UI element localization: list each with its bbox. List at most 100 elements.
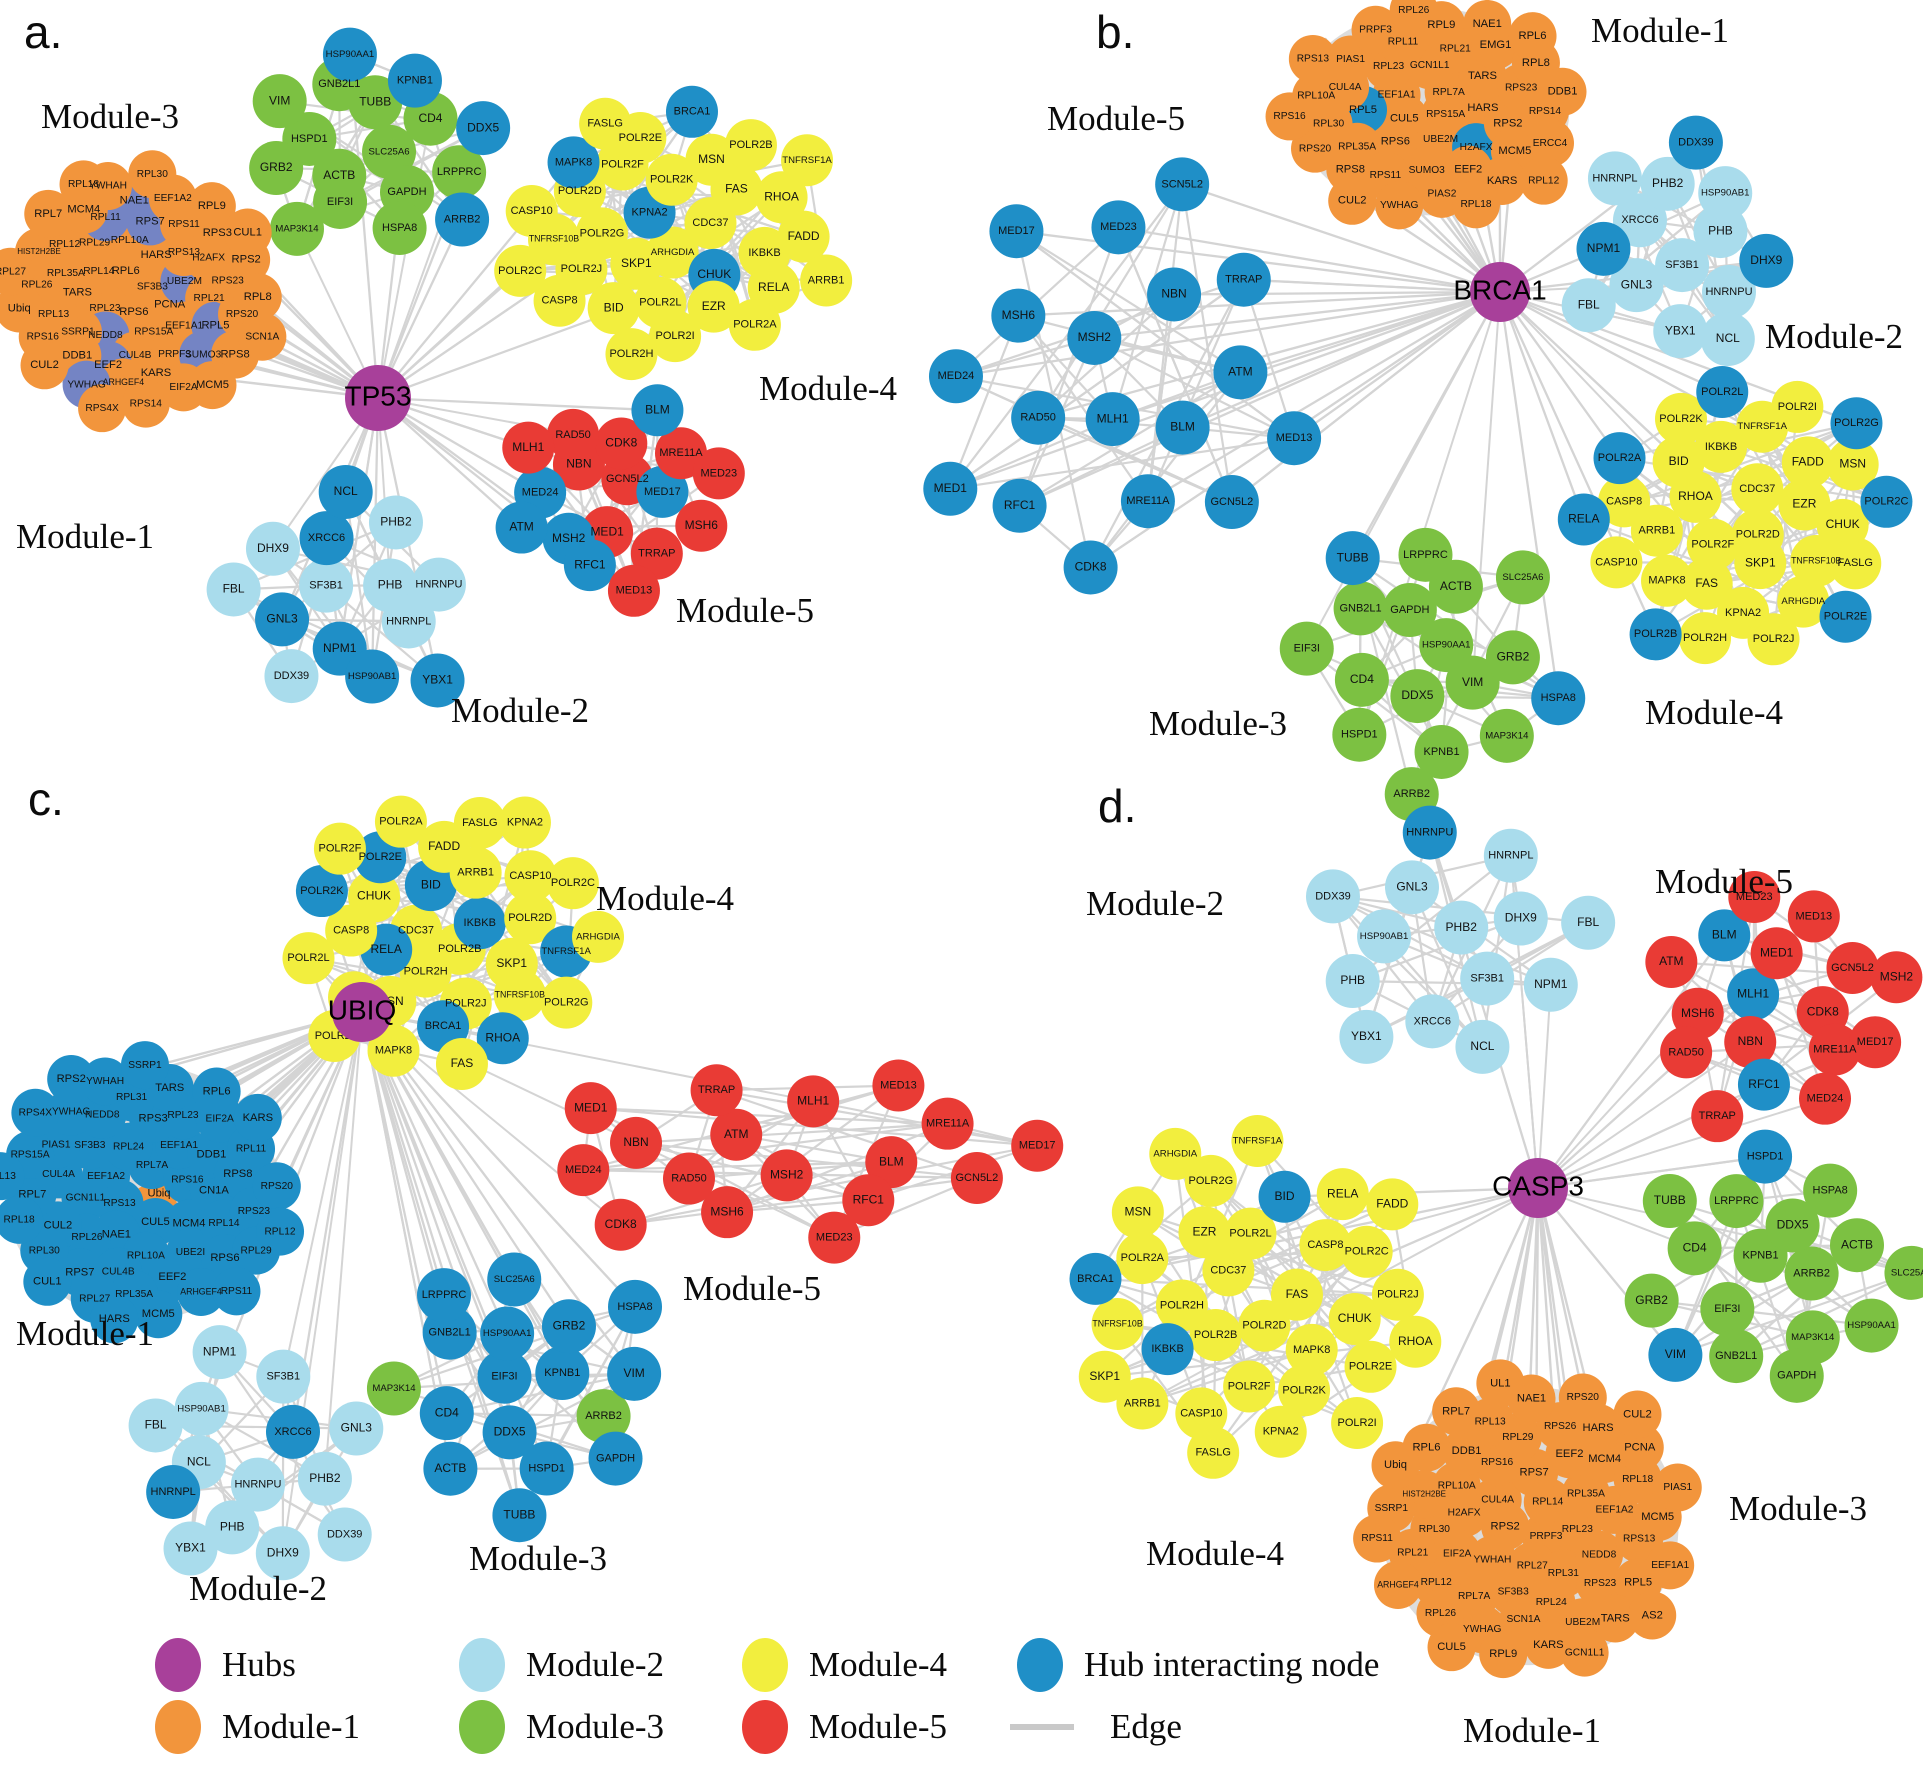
node-DHX9 (1739, 233, 1794, 288)
node-RPS13 (1288, 34, 1337, 83)
node-SF3B1 (299, 558, 354, 613)
node-YBX1 (410, 653, 465, 708)
node-HSP90AB1 (1698, 166, 1753, 221)
node-TARS (1591, 1594, 1640, 1643)
node-CUL2 (1613, 1390, 1662, 1439)
edge (1655, 461, 1809, 532)
node-HSP90AA1 (322, 27, 377, 82)
node-POLR2B (1629, 608, 1682, 661)
node-PHB2 (1434, 900, 1489, 955)
node-BLM (1155, 400, 1210, 455)
node-XRCC6 (299, 511, 354, 566)
node-SKP1 (1734, 537, 1787, 590)
node-PRPF3 (1351, 5, 1400, 54)
node-MED13 (1267, 411, 1322, 466)
node-RPS4X (11, 1088, 60, 1137)
legend-swatch-module-5 (742, 1700, 788, 1754)
edge (1358, 291, 1501, 736)
node-FASLG (579, 97, 632, 150)
node-ARHGDIA (572, 910, 625, 963)
node-RAD50 (1011, 390, 1066, 445)
node-FBL (1561, 895, 1616, 950)
node-HNRNPU (1701, 265, 1756, 320)
node-DDX5 (482, 1405, 537, 1460)
node-FADD (1366, 1178, 1419, 1231)
node-SKP1 (1078, 1350, 1131, 1403)
edge (1117, 226, 1233, 504)
module-caption-c-module-5: Module-5 (683, 1269, 821, 1308)
edge (949, 314, 1020, 490)
node-Ubiq (0, 284, 44, 333)
node-MAPK8 (547, 136, 600, 189)
node-ARRB2 (576, 1389, 631, 1444)
node-MED13 (1787, 890, 1840, 943)
node-SLC25A6 (487, 1252, 542, 1307)
edge (1230, 291, 1501, 503)
node-RELA (1316, 1168, 1369, 1221)
node-DDX39 (1305, 869, 1360, 924)
node-POLR2A (1116, 1232, 1169, 1285)
node-FAS (1680, 557, 1733, 610)
node-ARHGEF4 (177, 1267, 226, 1316)
node-RFC1 (1737, 1058, 1790, 1111)
node-MSH6 (675, 499, 728, 552)
nodes-layer (0, 0, 1923, 1679)
node-FAS (1270, 1268, 1323, 1321)
node-YBX1 (1653, 304, 1708, 359)
module-caption-a-module-5: Module-5 (676, 591, 814, 630)
node-NPM1 (1576, 221, 1631, 276)
node-NBN (1724, 1016, 1777, 1069)
node-RPL12 (1519, 156, 1568, 205)
node-RHOA (755, 171, 808, 224)
node-CDK8 (1063, 540, 1118, 595)
node-VIM (1648, 1327, 1703, 1382)
node-ARRB1 (800, 254, 853, 307)
node-RPL7 (24, 189, 73, 238)
node-GNL3 (255, 592, 310, 647)
node-ATM (495, 501, 548, 554)
legend-swatch-module-3 (459, 1700, 505, 1754)
node-POLR2K (645, 153, 698, 206)
module-caption-c-module-1: Module-1 (16, 1314, 154, 1353)
node-MLH1 (502, 421, 555, 474)
edge (619, 1176, 979, 1226)
node-RPS16 (1265, 92, 1314, 141)
node-DDX5 (1765, 1198, 1820, 1253)
node-GNL3 (1385, 860, 1440, 915)
node-HNRNPU (1402, 805, 1457, 860)
node-MLH1 (1085, 392, 1140, 447)
panel-letter-a: a. (24, 6, 62, 58)
node-BLM (631, 384, 684, 437)
node-KPNA2 (1254, 1405, 1307, 1458)
node-CDK8 (595, 417, 648, 470)
node-RPL6 (1508, 12, 1557, 61)
node-KPNB1 (387, 53, 442, 108)
node-GCN5L2 (1826, 941, 1879, 994)
node-DHX9 (245, 521, 300, 576)
edge (1181, 183, 1233, 504)
node-MSH2 (1870, 951, 1923, 1004)
node-RFC1 (563, 539, 616, 592)
edge (1305, 291, 1501, 650)
node-POLR2G (1830, 397, 1883, 450)
node-RPL9 (1479, 1630, 1528, 1679)
node-NBN (610, 1116, 663, 1169)
node-POLR2L (282, 932, 335, 985)
node-ARHGDIA (1149, 1127, 1202, 1180)
node-RPS11 (212, 1267, 261, 1316)
node-CUL2 (20, 341, 69, 390)
node-RPS20 (252, 1162, 301, 1211)
node-MSH6 (991, 288, 1046, 343)
node-YBX1 (163, 1521, 218, 1576)
node-POLR2K (1278, 1364, 1331, 1417)
node-MAP3K14 (366, 1361, 421, 1416)
node-LRPPRC (417, 1268, 472, 1323)
node-MCM5 (188, 361, 237, 410)
node-EZR (1178, 1206, 1231, 1259)
node-YBX1 (1339, 1009, 1394, 1064)
edge (1471, 291, 1501, 684)
node-GNL3 (1609, 258, 1664, 313)
hub-label-CASP3: CASP3 (1492, 1170, 1584, 1201)
node-MAPK8 (1641, 554, 1694, 607)
node-BLM (1698, 909, 1751, 962)
